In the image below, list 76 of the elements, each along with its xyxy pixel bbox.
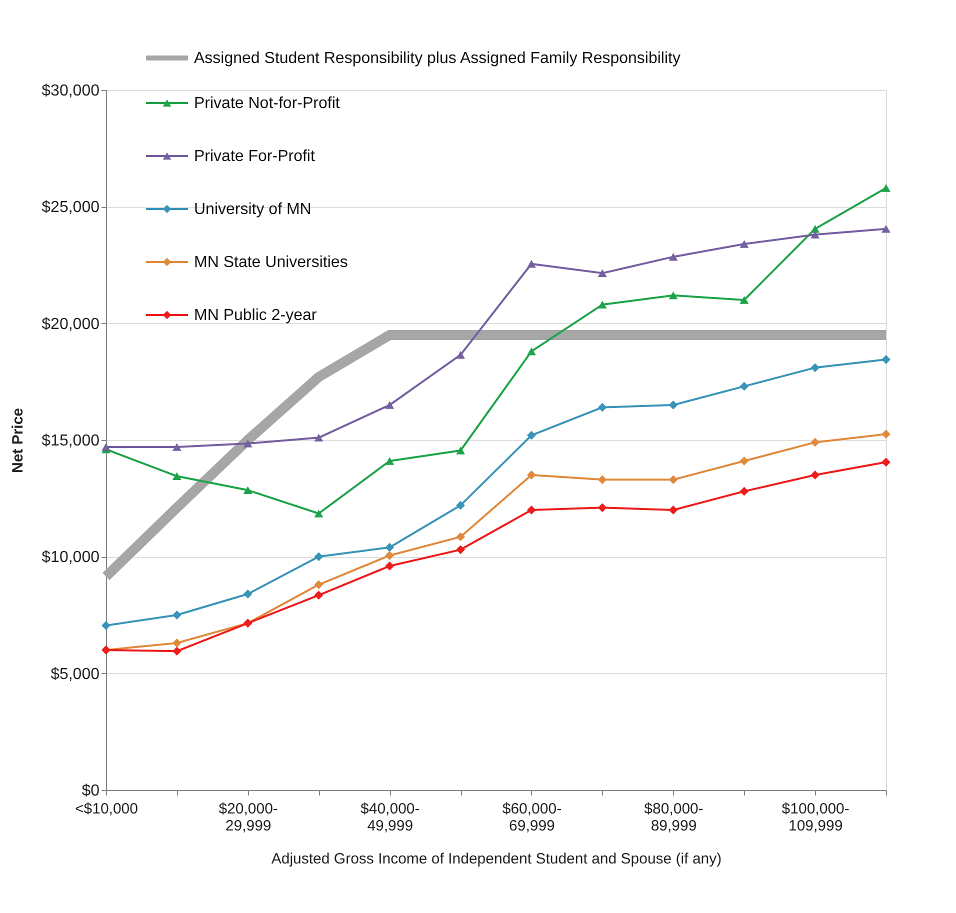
point (882, 355, 890, 364)
y-axis-title: Net Price (10, 408, 27, 474)
point (385, 562, 394, 570)
legend-label: Assigned Student Responsibility plus Assigned Family Responsibility (194, 50, 680, 67)
point (810, 470, 820, 480)
legend-label: Private Not-for-Profit (194, 95, 340, 112)
legend-label: University of MN (194, 201, 312, 218)
x-tick-label: $80,000-89,999 (644, 800, 704, 834)
x-tick-label: <$10,000 (75, 800, 138, 818)
point (668, 506, 678, 514)
point (314, 434, 324, 442)
point (456, 446, 466, 454)
point (243, 590, 252, 598)
point (526, 470, 536, 480)
point (598, 402, 607, 412)
point (102, 443, 110, 451)
point (456, 545, 466, 554)
point (456, 350, 466, 359)
point (456, 500, 466, 510)
point (598, 300, 607, 309)
point (526, 506, 536, 514)
y-tick-label: $10,000 (42, 549, 100, 566)
point (172, 443, 182, 451)
y-tick-label: $25,000 (42, 199, 100, 216)
point (598, 475, 607, 484)
point (668, 291, 678, 300)
legend-label: MN Public 2-year (194, 307, 318, 324)
point (882, 184, 890, 192)
point (385, 457, 394, 465)
x-tick-label: $20,000-29,999 (218, 800, 278, 834)
point (598, 503, 607, 512)
point (740, 486, 749, 496)
y-tick-label: $30,000 (42, 82, 100, 100)
point (314, 510, 324, 518)
y-tick-label: $15,000 (42, 432, 100, 450)
point (314, 552, 324, 562)
point (314, 580, 324, 590)
point (810, 230, 820, 239)
x-tick-label: $60,000-69,999 (502, 800, 562, 834)
point (740, 456, 749, 466)
point (385, 542, 394, 552)
point (314, 590, 324, 600)
point (172, 646, 182, 656)
point (172, 610, 182, 620)
point (882, 430, 890, 439)
legend-label: Private For-Profit (194, 148, 316, 165)
point (172, 638, 182, 648)
point (882, 224, 890, 233)
point (598, 269, 607, 278)
point (740, 382, 749, 391)
point (102, 621, 110, 630)
point (385, 551, 394, 560)
x-tick-label: $100,000-109,999 (782, 800, 850, 834)
point (882, 458, 890, 467)
point (526, 260, 536, 268)
point (172, 472, 182, 480)
point (810, 438, 820, 447)
point (243, 486, 252, 494)
point (385, 401, 394, 409)
legend-label: MN State Universities (194, 254, 348, 271)
point (810, 224, 820, 233)
point (740, 240, 749, 248)
x-axis-title: Adjusted Gross Income of Independent Student and Spouse (if any) (271, 850, 722, 868)
x-tick-label: $40,000-49,999 (360, 800, 420, 834)
point (243, 440, 252, 448)
y-tick-label: $0 (82, 782, 100, 800)
point (668, 400, 678, 410)
point (526, 347, 536, 356)
point (526, 430, 536, 440)
y-tick-label: $5,000 (50, 666, 100, 683)
point (740, 296, 749, 304)
point (668, 252, 678, 261)
point (456, 532, 466, 542)
point (668, 475, 678, 484)
point (810, 363, 820, 372)
y-tick-label: $20,000 (42, 316, 100, 333)
